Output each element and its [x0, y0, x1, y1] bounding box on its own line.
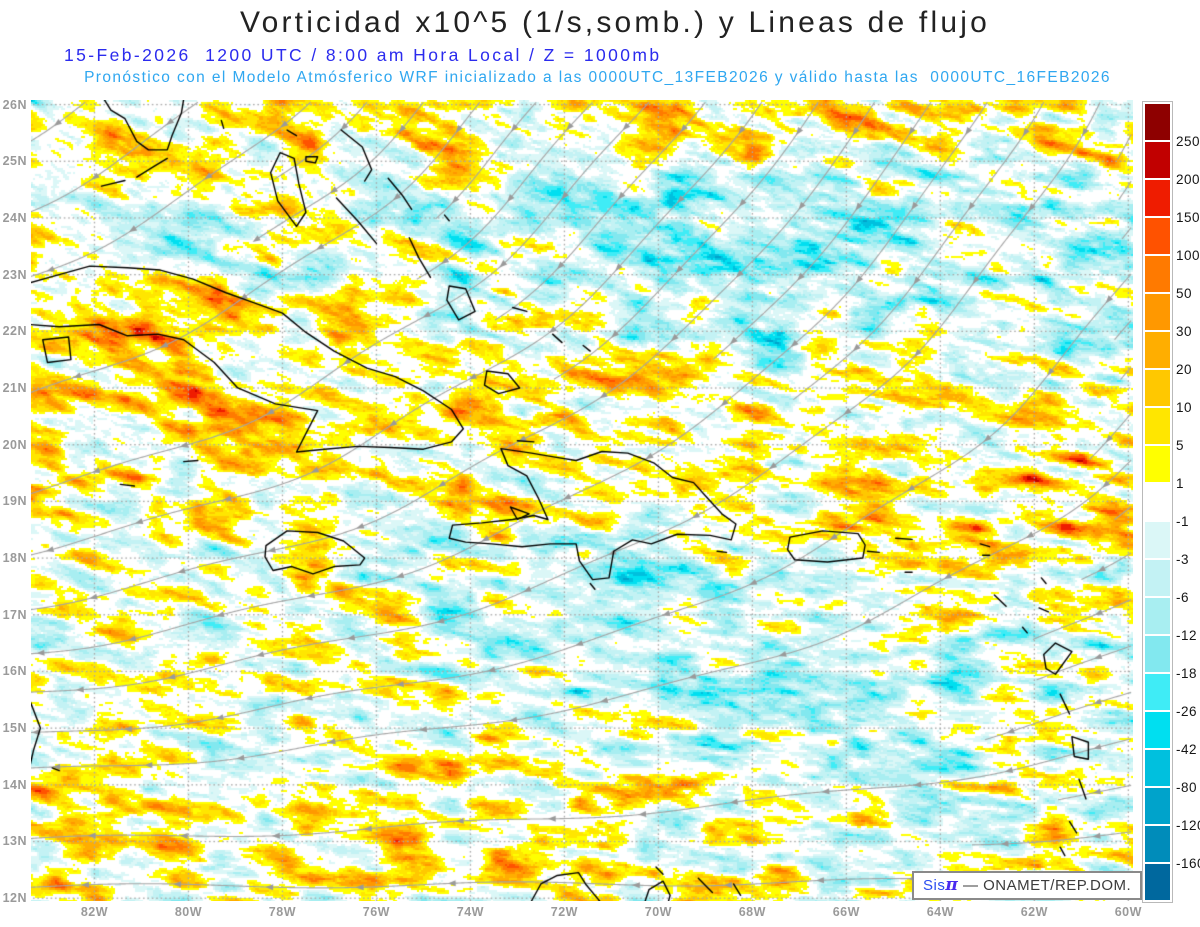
- colorbar-segment: [1145, 370, 1170, 406]
- watermark-box: Sisπ — ONAMET/REP.DOM.: [912, 871, 1143, 900]
- colorbar-segment: [1145, 560, 1170, 596]
- colorbar-tick-label: 150: [1176, 210, 1200, 225]
- lat-tick-label: 18N: [2, 551, 27, 566]
- colorbar-tick-label: -26: [1176, 704, 1198, 719]
- colorbar-segment: [1145, 408, 1170, 444]
- lat-tick-label: 16N: [2, 664, 27, 679]
- page-title: Vorticidad x10^5 (1/s,somb.) y Lineas de…: [240, 6, 990, 39]
- colorbar-segment: [1145, 332, 1170, 368]
- lat-tick-label: 12N: [2, 891, 27, 906]
- colorbar-segment: [1145, 674, 1170, 710]
- colorbar-tick-label: 10: [1176, 400, 1193, 415]
- lon-tick-label: 74W: [456, 905, 484, 919]
- colorbar-tick-label: 100: [1176, 248, 1200, 263]
- map-plot-area: [31, 100, 1133, 901]
- lat-tick-label: 15N: [2, 721, 27, 736]
- lon-tick-label: 64W: [926, 905, 954, 919]
- lon-tick-label: 76W: [362, 905, 390, 919]
- colorbar-segment: [1145, 750, 1170, 786]
- lat-tick-label: 19N: [2, 494, 27, 509]
- colorbar-tick-label: 30: [1176, 324, 1193, 339]
- colorbar-segment: [1145, 446, 1170, 482]
- lat-tick-label: 22N: [2, 324, 27, 339]
- colorbar-segment: [1145, 180, 1170, 216]
- colorbar-segment: [1145, 598, 1170, 634]
- model-info-subtitle: Pronóstico con el Modelo Atmósferico WRF…: [84, 69, 1111, 86]
- colorbar-tick-label: -12: [1176, 628, 1198, 643]
- lat-tick-label: 14N: [2, 777, 27, 792]
- colorbar-tick-label: -160: [1176, 856, 1200, 871]
- lon-tick-label: 82W: [80, 905, 109, 919]
- lon-tick-label: 80W: [174, 905, 203, 919]
- lon-tick-label: 68W: [738, 905, 766, 919]
- lat-tick-label: 23N: [2, 267, 27, 282]
- lon-tick-label: 72W: [550, 905, 578, 919]
- colorbar-tick-label: -80: [1176, 780, 1198, 795]
- watermark-sis: Sis: [923, 877, 946, 894]
- lat-tick-label: 24N: [2, 210, 27, 225]
- vorticity-streamline-canvas: [31, 100, 1133, 901]
- colorbar-segment: [1145, 142, 1170, 178]
- colorbar-tick-label: -3: [1176, 552, 1190, 567]
- colorbar-tick-label: 5: [1176, 438, 1185, 453]
- lat-tick-label: 20N: [2, 437, 27, 452]
- lat-tick-label: 17N: [2, 607, 27, 622]
- colorbar-segment: [1145, 294, 1170, 330]
- lon-tick-label: 66W: [832, 905, 860, 919]
- valid-time-subtitle: 15-Feb-2026 1200 UTC / 8:00 am Hora Loca…: [64, 45, 662, 65]
- colorbar-tick-label: 50: [1176, 286, 1193, 301]
- lat-tick-label: 21N: [2, 380, 27, 395]
- lat-tick-label: 13N: [2, 834, 27, 849]
- colorbar-tick-label: -42: [1176, 742, 1198, 757]
- watermark-onamet: — ONAMET/REP.DOM.: [958, 877, 1132, 894]
- colorbar-segment: [1145, 256, 1170, 292]
- lat-tick-label: 26N: [2, 97, 27, 112]
- colorbar-segment: [1145, 788, 1170, 824]
- lon-tick-label: 60W: [1114, 905, 1142, 919]
- colorbar-segment: [1145, 712, 1170, 748]
- colorbar-tick-label: 1: [1176, 476, 1185, 491]
- colorbar-segment: [1145, 104, 1170, 140]
- lat-tick-label: 25N: [2, 154, 27, 169]
- lon-tick-label: 70W: [644, 905, 672, 919]
- colorbar-tick-label: -120: [1176, 818, 1200, 833]
- colorbar-segment: [1145, 522, 1170, 558]
- lon-tick-label: 62W: [1020, 905, 1048, 919]
- colorbar-tick-label: -6: [1176, 590, 1190, 605]
- lon-tick-label: 78W: [268, 905, 296, 919]
- colorbar-segment: [1145, 636, 1170, 672]
- colorbar-tick-label: 20: [1176, 362, 1193, 377]
- colorbar-tick-label: 250: [1176, 134, 1200, 149]
- colorbar-tick-label: -1: [1176, 514, 1190, 529]
- colorbar-segment: [1145, 864, 1170, 900]
- colorbar-tick-label: 200: [1176, 172, 1200, 187]
- colorbar-segment: [1145, 218, 1170, 254]
- colorbar-tick-label: -18: [1176, 666, 1198, 681]
- colorbar-segment: [1145, 826, 1170, 862]
- colorbar-segment: [1145, 484, 1170, 520]
- colorbar: [1142, 101, 1173, 903]
- watermark-pi-icon: π: [945, 875, 959, 895]
